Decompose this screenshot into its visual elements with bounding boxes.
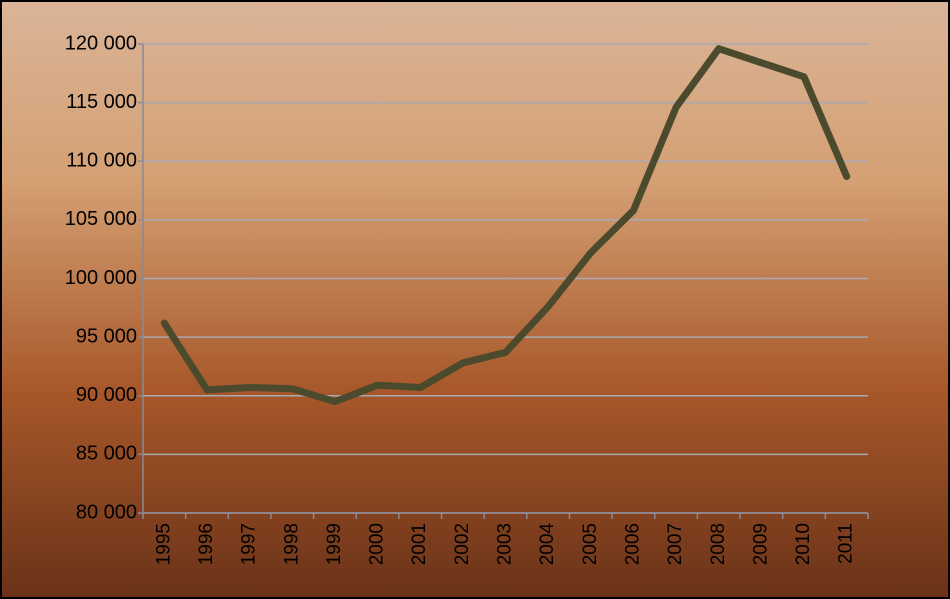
x-tick-label: 2009 [750, 523, 771, 565]
x-tick-label: 2006 [622, 523, 643, 565]
x-tick-label: 2011 [836, 523, 857, 564]
y-tick-label: 80 000 [76, 501, 137, 523]
y-tick-label: 90 000 [76, 384, 137, 406]
x-tick-label: 2004 [537, 523, 558, 566]
x-tick-label: 2005 [580, 523, 601, 565]
y-tick-label: 100 000 [65, 267, 137, 289]
y-tick-label: 85 000 [76, 443, 137, 465]
x-tick-label: 2007 [665, 523, 686, 565]
data-line [160, 45, 851, 406]
x-tick-label: 1995 [153, 523, 174, 565]
y-tick-label: 95 000 [76, 325, 137, 347]
x-tick-label: 2002 [452, 523, 473, 565]
y-tick-label: 120 000 [65, 32, 137, 54]
x-tick-label: 1999 [324, 523, 345, 565]
x-tick-label: 2000 [367, 523, 388, 565]
x-tick-label: 2003 [495, 523, 516, 565]
x-tick-label: 2008 [708, 523, 729, 565]
y-tick-label: 105 000 [65, 208, 137, 230]
y-tick-label: 115 000 [66, 91, 137, 113]
x-tick-label: 2010 [793, 523, 814, 565]
x-tick-label: 1996 [196, 523, 217, 565]
x-tick-label: 1998 [281, 523, 302, 565]
x-tick-label: 2001 [409, 523, 430, 565]
x-tick-label: 1997 [239, 523, 260, 565]
y-tick-label: 110 000 [66, 150, 137, 172]
